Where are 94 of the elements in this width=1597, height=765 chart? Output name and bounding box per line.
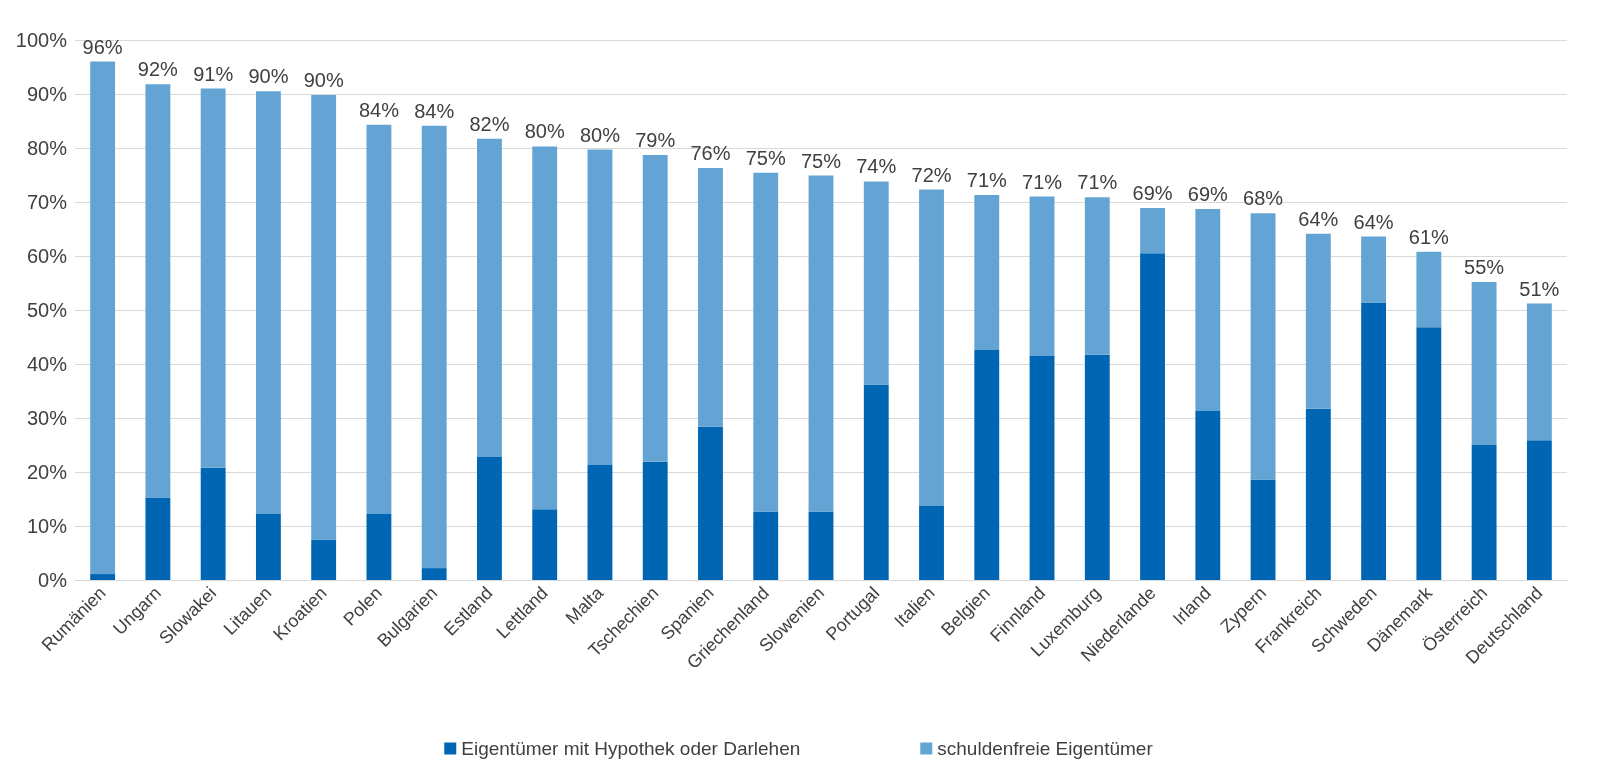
total-label: 69% bbox=[1132, 181, 1173, 204]
bar bbox=[919, 506, 944, 580]
bar bbox=[477, 456, 502, 580]
total-label: 84% bbox=[414, 99, 455, 122]
bar bbox=[421, 125, 447, 569]
total-label: 71% bbox=[1022, 170, 1063, 193]
bar bbox=[1471, 281, 1497, 445]
bar bbox=[974, 349, 1000, 580]
bar bbox=[200, 467, 226, 580]
bar bbox=[974, 194, 1000, 350]
legend-label: schuldenfreie Eigentümer bbox=[937, 738, 1154, 759]
y-tick-label: 70% bbox=[26, 191, 68, 213]
y-tick-label: 40% bbox=[26, 353, 68, 375]
bar bbox=[1250, 213, 1276, 480]
total-label: 55% bbox=[1464, 255, 1505, 278]
total-label: 75% bbox=[800, 149, 842, 172]
bar bbox=[421, 568, 447, 580]
bar bbox=[642, 461, 668, 580]
bar bbox=[808, 175, 834, 512]
bar bbox=[698, 167, 723, 427]
total-label: 80% bbox=[579, 123, 621, 146]
total-label: 61% bbox=[1408, 225, 1450, 248]
legend-label: Eigentümer mit Hypothek oder Darlehen bbox=[461, 738, 801, 759]
bar bbox=[1526, 303, 1552, 441]
bar bbox=[1416, 251, 1442, 328]
total-label: 51% bbox=[1519, 277, 1560, 300]
y-tick-label: 10% bbox=[26, 515, 68, 537]
y-tick-label: 50% bbox=[26, 299, 68, 321]
bar bbox=[366, 514, 392, 580]
y-tick-label: 60% bbox=[26, 245, 68, 267]
bar bbox=[255, 514, 281, 580]
bar bbox=[1195, 209, 1221, 411]
total-label: 75% bbox=[745, 146, 786, 169]
total-label: 80% bbox=[524, 120, 565, 143]
bar bbox=[863, 384, 889, 580]
bar bbox=[255, 91, 281, 515]
bar bbox=[1361, 302, 1387, 580]
bar bbox=[1195, 410, 1221, 580]
total-label: 74% bbox=[856, 155, 897, 178]
total-label: 76% bbox=[690, 141, 731, 164]
bar bbox=[1361, 236, 1387, 303]
bar bbox=[1526, 440, 1552, 580]
bar bbox=[1416, 327, 1442, 580]
bar bbox=[1029, 355, 1055, 580]
total-label: 82% bbox=[469, 112, 510, 135]
y-tick-label: 0% bbox=[38, 569, 68, 591]
bar bbox=[1140, 253, 1165, 580]
y-tick-label: 20% bbox=[26, 461, 68, 483]
bar bbox=[532, 509, 558, 580]
bar bbox=[90, 61, 116, 575]
bar bbox=[642, 155, 668, 462]
y-tick-label: 30% bbox=[26, 407, 68, 429]
total-label: 64% bbox=[1353, 210, 1394, 233]
bar bbox=[366, 124, 392, 515]
bar bbox=[808, 511, 834, 580]
total-label: 92% bbox=[137, 58, 179, 81]
total-label: 69% bbox=[1187, 183, 1229, 206]
total-label: 96% bbox=[82, 35, 123, 58]
total-label: 90% bbox=[248, 65, 289, 88]
bar bbox=[1471, 445, 1497, 580]
total-label: 72% bbox=[911, 163, 952, 186]
bar bbox=[1140, 207, 1165, 254]
bar bbox=[587, 464, 613, 580]
total-label: 91% bbox=[193, 62, 234, 85]
bar bbox=[1250, 479, 1276, 580]
bar bbox=[919, 189, 944, 507]
total-label: 71% bbox=[966, 168, 1008, 191]
bar bbox=[90, 574, 116, 580]
total-label: 68% bbox=[1243, 187, 1284, 210]
bar bbox=[863, 181, 889, 385]
bar bbox=[698, 426, 723, 580]
bar bbox=[311, 95, 337, 540]
total-label: 84% bbox=[358, 98, 400, 121]
total-label: 79% bbox=[635, 129, 676, 152]
bar bbox=[1029, 196, 1055, 356]
bar bbox=[1305, 408, 1331, 580]
bar bbox=[1084, 354, 1110, 580]
bar bbox=[532, 146, 558, 510]
bar bbox=[1305, 233, 1331, 409]
bar bbox=[587, 149, 613, 465]
bar bbox=[200, 88, 226, 468]
total-label: 90% bbox=[303, 69, 344, 92]
total-label: 64% bbox=[1298, 207, 1339, 230]
bar bbox=[1084, 197, 1110, 355]
bar bbox=[753, 511, 779, 580]
bar bbox=[753, 172, 779, 512]
bar bbox=[145, 84, 171, 498]
bar bbox=[477, 138, 502, 457]
y-tick-label: 80% bbox=[26, 137, 68, 159]
y-tick-label: 90% bbox=[26, 83, 68, 105]
total-label: 71% bbox=[1077, 171, 1118, 194]
y-tick-label: 100% bbox=[15, 29, 68, 51]
bar bbox=[145, 497, 171, 580]
bar bbox=[311, 539, 337, 580]
